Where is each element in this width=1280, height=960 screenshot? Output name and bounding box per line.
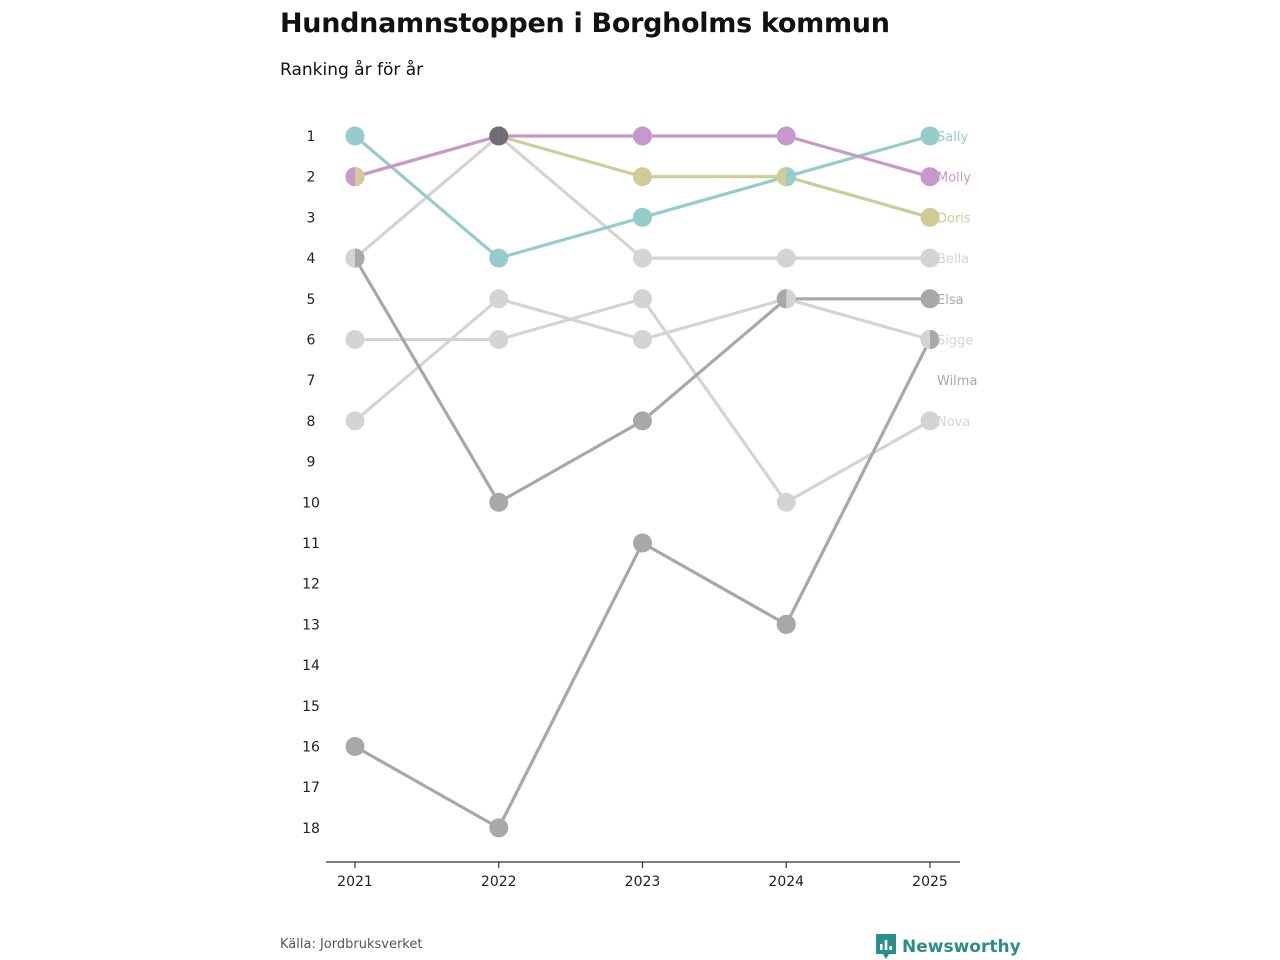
data-point-sally[interactable]	[920, 126, 940, 146]
y-tick-label: 15	[302, 699, 320, 715]
end-label-bella: Bella	[937, 252, 969, 267]
series-line-sigge	[784, 337, 932, 627]
data-point-sally[interactable]	[633, 207, 652, 227]
data-point-nova[interactable]	[489, 289, 509, 309]
x-tick-label: 2022	[481, 874, 517, 890]
shared-marker-left	[920, 330, 930, 349]
series-line-sally	[353, 134, 932, 260]
data-point-bella[interactable]	[776, 248, 796, 268]
data-point-bella[interactable]	[920, 248, 940, 268]
source-note: Källa: Jordbruksverket	[280, 937, 423, 952]
end-label-sally: Sally	[937, 130, 968, 145]
y-tick-label: 16	[302, 740, 320, 756]
data-point-doris[interactable]	[633, 167, 652, 187]
series-line-wilma	[353, 541, 788, 830]
y-tick-label: 2	[307, 170, 316, 186]
y-tick-label: 3	[307, 210, 316, 226]
shared-marker[interactable]	[345, 248, 365, 268]
end-label-nova: Nova	[937, 415, 970, 430]
shared-marker-right	[786, 167, 796, 187]
data-point-wilma[interactable]	[489, 818, 509, 838]
y-tick-label: 12	[302, 577, 320, 593]
data-point-sally[interactable]	[489, 248, 509, 268]
data-point-doris[interactable]	[920, 207, 940, 227]
series-points	[345, 126, 940, 838]
chart-title: Hundnamnstoppen i Borgholms kommun	[280, 8, 890, 39]
y-tick-label: 4	[307, 251, 316, 267]
shared-marker-left	[776, 289, 787, 309]
end-label-wilma: Wilma	[937, 374, 977, 389]
data-point-bella[interactable]	[633, 248, 652, 268]
shared-marker[interactable]	[489, 126, 509, 146]
shared-marker-right	[786, 289, 796, 309]
data-point-wilma[interactable]	[345, 737, 365, 756]
data-point-nova2[interactable]	[633, 289, 652, 309]
y-tick-label: 7	[307, 373, 316, 389]
data-point-molly[interactable]	[633, 126, 652, 146]
shared-marker-right	[930, 330, 940, 349]
data-point-wilma[interactable]	[633, 533, 652, 553]
y-tick-label: 9	[307, 455, 316, 471]
data-point-nova2[interactable]	[920, 411, 940, 431]
newsworthy-logo-icon	[876, 934, 896, 959]
y-tick-label: 11	[302, 536, 320, 552]
series-lines	[353, 134, 932, 830]
x-axis: 2021 2022 2023 2024 2025	[326, 861, 960, 890]
brand-name: Newsworthy	[902, 937, 1021, 957]
x-tick-label: 2021	[337, 874, 373, 890]
y-tick-label: 6	[307, 333, 316, 349]
data-point-nova2[interactable]	[776, 492, 796, 512]
y-tick-label: 10	[302, 495, 320, 511]
y-tick-label: 5	[307, 292, 316, 308]
shared-marker-left	[345, 167, 355, 187]
shared-marker[interactable]	[776, 289, 796, 309]
shared-marker-right	[355, 248, 365, 268]
shared-marker[interactable]	[776, 167, 796, 187]
x-tick-label: 2023	[625, 874, 661, 890]
shared-marker[interactable]	[345, 167, 365, 187]
chart-subtitle: Ranking år för år	[280, 60, 424, 80]
end-label-elsa: Elsa	[937, 293, 964, 308]
data-point-elsa[interactable]	[920, 289, 940, 309]
shared-marker-right	[355, 167, 365, 187]
y-tick-label: 17	[302, 780, 320, 796]
shared-marker-left	[345, 248, 355, 268]
y-tick-label: 18	[302, 821, 320, 837]
x-tick-label: 2025	[912, 874, 948, 890]
y-tick-label: 14	[302, 658, 320, 674]
end-label-molly: Molly	[937, 171, 971, 186]
data-point-molly[interactable]	[776, 126, 796, 146]
data-point-nova2[interactable]	[489, 330, 509, 349]
data-point-nova[interactable]	[345, 411, 365, 431]
y-tick-label: 13	[302, 617, 320, 633]
data-point-molly[interactable]	[920, 167, 940, 187]
data-point-nova2[interactable]	[345, 330, 365, 349]
shared-marker-left	[776, 167, 787, 187]
x-tick-label: 2024	[768, 874, 804, 890]
series-line-bella	[353, 134, 932, 260]
y-tick-label: 8	[307, 414, 316, 430]
brand-logo[interactable]: Newsworthy	[876, 934, 1021, 960]
shared-marker-left	[489, 126, 499, 146]
data-point-sally[interactable]	[345, 126, 365, 146]
data-point-elsa[interactable]	[633, 411, 652, 431]
end-labels: Sally Molly Doris Bella Elsa Sigge Wilma Nova	[937, 130, 977, 430]
data-point-elsa[interactable]	[489, 492, 509, 512]
shared-marker-right	[498, 126, 509, 146]
end-label-doris: Doris	[937, 211, 971, 226]
y-tick-label: 1	[307, 129, 316, 145]
series-line-nova2	[353, 297, 932, 504]
data-point-sigge[interactable]	[776, 614, 796, 634]
data-point-nova[interactable]	[633, 330, 652, 349]
end-label-sigge: Sigge	[937, 334, 973, 349]
shared-marker[interactable]	[920, 330, 940, 349]
